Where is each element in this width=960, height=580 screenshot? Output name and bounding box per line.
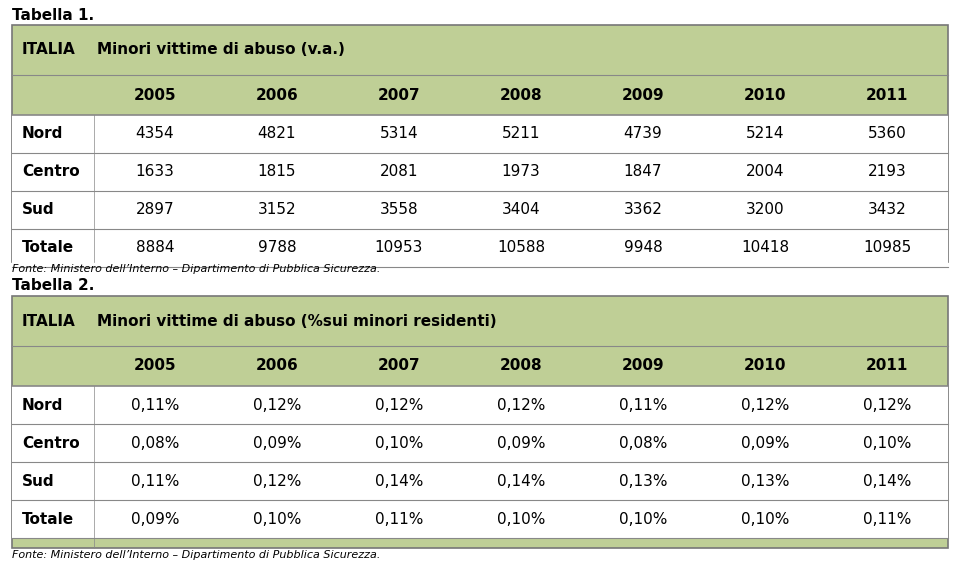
Text: 0,12%: 0,12%: [374, 397, 423, 412]
Text: 0,12%: 0,12%: [863, 397, 911, 412]
Text: 0,10%: 0,10%: [252, 512, 301, 527]
Bar: [12, 115, 948, 153]
Text: Totale: Totale: [22, 241, 74, 256]
Text: Sud: Sud: [22, 473, 55, 488]
Bar: [12, 229, 948, 267]
Text: Tabella 1.: Tabella 1.: [12, 8, 94, 23]
Text: 2010: 2010: [744, 358, 786, 374]
Text: 0,14%: 0,14%: [863, 473, 911, 488]
Bar: [12, 462, 948, 500]
Text: 2008: 2008: [500, 358, 542, 374]
Text: 2007: 2007: [377, 88, 420, 103]
Text: 3152: 3152: [257, 202, 297, 218]
Text: 0,12%: 0,12%: [252, 397, 301, 412]
Text: 4739: 4739: [624, 126, 662, 142]
Text: 4821: 4821: [257, 126, 297, 142]
Text: 2081: 2081: [380, 165, 419, 179]
Text: 0,08%: 0,08%: [131, 436, 180, 451]
Text: 0,11%: 0,11%: [131, 397, 180, 412]
Text: 3200: 3200: [746, 202, 784, 218]
Text: 1847: 1847: [624, 165, 662, 179]
Text: 0,09%: 0,09%: [741, 436, 789, 451]
Text: 5214: 5214: [746, 126, 784, 142]
Text: Minori vittime di abuso (v.a.): Minori vittime di abuso (v.a.): [97, 42, 345, 57]
Text: 2006: 2006: [255, 88, 299, 103]
Text: 0,14%: 0,14%: [374, 473, 423, 488]
Bar: [12, 153, 948, 191]
Text: 2009: 2009: [622, 88, 664, 103]
Text: 1973: 1973: [502, 165, 540, 179]
Text: 2010: 2010: [744, 88, 786, 103]
Text: 0,10%: 0,10%: [374, 436, 423, 451]
Text: 0,14%: 0,14%: [497, 473, 545, 488]
Text: 1815: 1815: [257, 165, 297, 179]
Text: ITALIA: ITALIA: [22, 314, 76, 328]
Text: 0,13%: 0,13%: [741, 473, 789, 488]
Bar: [12, 424, 948, 462]
Text: 0,11%: 0,11%: [374, 512, 423, 527]
Bar: [12, 500, 948, 538]
Bar: [12, 25, 948, 262]
Text: 3404: 3404: [502, 202, 540, 218]
Text: Centro: Centro: [22, 436, 80, 451]
Text: 0,12%: 0,12%: [741, 397, 789, 412]
Text: 10985: 10985: [863, 241, 911, 256]
Text: 0,10%: 0,10%: [619, 512, 667, 527]
Text: Totale: Totale: [22, 512, 74, 527]
Text: 0,11%: 0,11%: [863, 512, 911, 527]
Text: 3558: 3558: [380, 202, 419, 218]
Text: 2004: 2004: [746, 165, 784, 179]
Text: 0,10%: 0,10%: [497, 512, 545, 527]
Text: 2009: 2009: [622, 358, 664, 374]
Text: 2005: 2005: [133, 88, 177, 103]
Text: 10953: 10953: [374, 241, 423, 256]
Text: 0,08%: 0,08%: [619, 436, 667, 451]
Text: 8884: 8884: [135, 241, 175, 256]
Text: 2005: 2005: [133, 358, 177, 374]
Text: 2897: 2897: [135, 202, 175, 218]
Text: 5211: 5211: [502, 126, 540, 142]
Text: 10418: 10418: [741, 241, 789, 256]
Text: 0,12%: 0,12%: [252, 473, 301, 488]
Text: Nord: Nord: [22, 126, 63, 142]
Text: 5314: 5314: [380, 126, 419, 142]
Bar: [12, 296, 948, 548]
Text: ITALIA: ITALIA: [22, 42, 76, 57]
Text: 0,10%: 0,10%: [863, 436, 911, 451]
Text: 2193: 2193: [868, 165, 906, 179]
Text: Centro: Centro: [22, 165, 80, 179]
Text: 9788: 9788: [257, 241, 297, 256]
Text: 0,11%: 0,11%: [619, 397, 667, 412]
Text: 0,09%: 0,09%: [252, 436, 301, 451]
Text: 2008: 2008: [500, 88, 542, 103]
Text: 0,11%: 0,11%: [131, 473, 180, 488]
Bar: [12, 191, 948, 229]
Text: 0,13%: 0,13%: [619, 473, 667, 488]
Text: 0,10%: 0,10%: [741, 512, 789, 527]
Text: 0,09%: 0,09%: [496, 436, 545, 451]
Text: Fonte: Ministero dell’Interno – Dipartimento di Pubblica Sicurezza.: Fonte: Ministero dell’Interno – Dipartim…: [12, 550, 380, 560]
Text: 3432: 3432: [868, 202, 906, 218]
Text: Minori vittime di abuso (%sui minori residenti): Minori vittime di abuso (%sui minori res…: [97, 314, 496, 328]
Text: 2006: 2006: [255, 358, 299, 374]
Text: 3362: 3362: [624, 202, 662, 218]
Text: 2011: 2011: [866, 358, 908, 374]
Bar: [12, 386, 948, 424]
Text: 10588: 10588: [497, 241, 545, 256]
Text: 0,12%: 0,12%: [497, 397, 545, 412]
Text: Fonte: Ministero dell’Interno – Dipartimento di Pubblica Sicurezza.: Fonte: Ministero dell’Interno – Dipartim…: [12, 264, 380, 274]
Text: 5360: 5360: [868, 126, 906, 142]
Text: 9948: 9948: [624, 241, 662, 256]
Text: Tabella 2.: Tabella 2.: [12, 278, 94, 293]
Text: 0,09%: 0,09%: [131, 512, 180, 527]
Text: 2007: 2007: [377, 358, 420, 374]
Text: 4354: 4354: [135, 126, 175, 142]
Text: 2011: 2011: [866, 88, 908, 103]
Text: 1633: 1633: [135, 165, 175, 179]
Text: Sud: Sud: [22, 202, 55, 218]
Text: Nord: Nord: [22, 397, 63, 412]
